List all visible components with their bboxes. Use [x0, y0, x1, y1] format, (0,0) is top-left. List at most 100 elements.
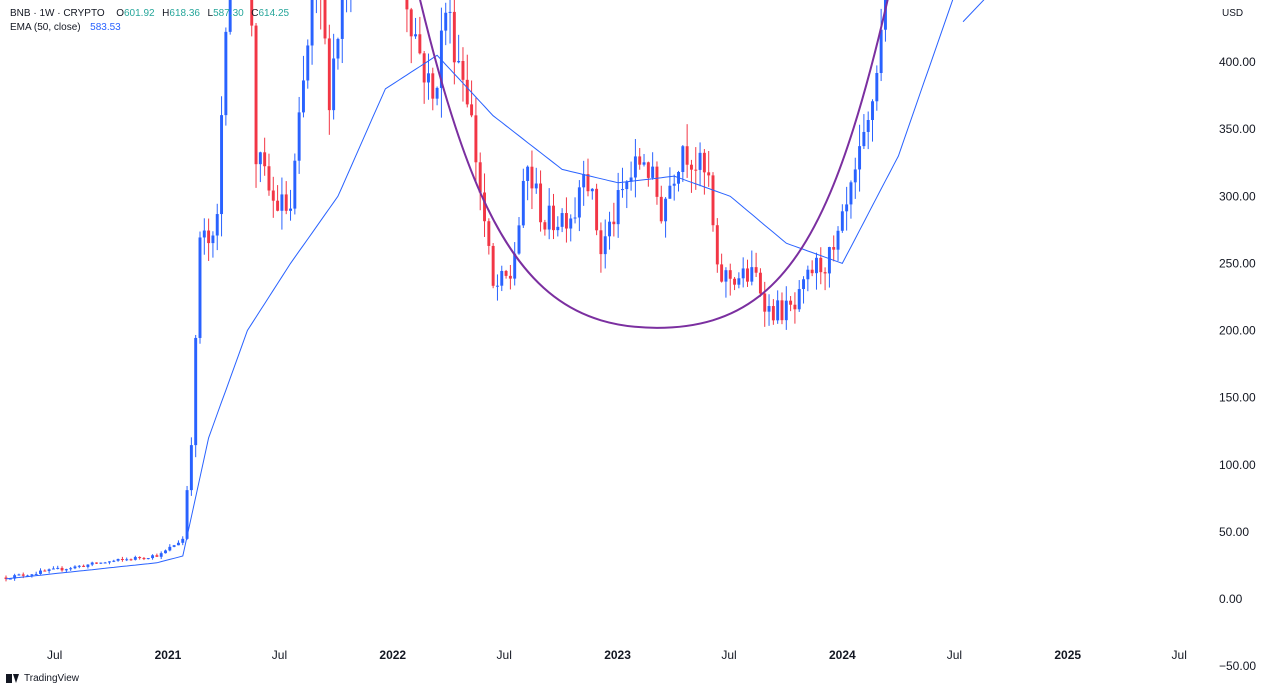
candle — [99, 562, 103, 565]
brand[interactable]: TradingView — [6, 673, 79, 684]
candle-body — [845, 204, 849, 212]
candle — [439, 7, 443, 118]
candle-body — [340, 0, 344, 39]
candle-body — [767, 306, 771, 312]
candle-body — [69, 568, 73, 570]
candle-body — [99, 562, 103, 564]
y-tick-label: 200.00 — [1219, 324, 1256, 338]
candle — [530, 150, 534, 210]
candle-body — [659, 196, 663, 222]
candle-body — [332, 58, 336, 111]
candle — [267, 153, 271, 196]
candle-body — [689, 164, 693, 170]
candle — [586, 158, 590, 197]
candle — [327, 24, 331, 135]
candle — [577, 180, 581, 232]
candle-body — [763, 293, 767, 312]
candle — [51, 566, 55, 570]
ema-label[interactable]: EMA (50, close) — [10, 22, 81, 33]
candle — [793, 292, 797, 324]
candle-body — [336, 38, 340, 59]
candle — [47, 568, 51, 574]
candle — [694, 147, 698, 190]
candle-body — [289, 208, 292, 211]
candle-body — [590, 188, 594, 192]
candle — [802, 276, 806, 304]
candle — [776, 290, 780, 324]
ema-row: EMA (50, close) 583.53 — [10, 21, 289, 35]
candle — [263, 137, 267, 176]
candle — [254, 22, 258, 188]
candle-body — [556, 226, 560, 231]
candle — [737, 272, 741, 289]
candle-body — [4, 577, 8, 580]
candle-body — [21, 574, 25, 576]
x-tick-label: 2024 — [829, 648, 856, 662]
candle-body — [789, 300, 793, 305]
candle-body — [77, 565, 81, 567]
candle-body — [672, 183, 676, 186]
candle-body — [82, 565, 86, 567]
currency-label[interactable]: USD — [1222, 8, 1244, 19]
candle — [728, 263, 732, 296]
candle — [508, 264, 512, 290]
candle — [69, 566, 73, 571]
candle — [789, 296, 793, 312]
candle — [306, 39, 310, 89]
candle-body — [202, 230, 206, 238]
candle — [780, 292, 784, 325]
candle — [547, 188, 551, 240]
candle-body — [301, 80, 305, 113]
x-tick-label: Jul — [272, 648, 287, 662]
candle-body — [694, 169, 698, 171]
candle-body — [60, 567, 64, 571]
y-tick-label: 50.00 — [1219, 525, 1249, 539]
y-tick-label: 350.00 — [1219, 122, 1256, 136]
symbol-label[interactable]: BNB · 1W · CRYPTO — [10, 8, 105, 19]
candle — [685, 124, 689, 178]
candle — [189, 437, 193, 496]
candle-body — [224, 31, 228, 116]
candle-body — [194, 337, 198, 446]
candle — [871, 99, 874, 142]
candle — [715, 218, 719, 273]
high-value: 618.36 — [169, 8, 200, 19]
candle-body — [276, 200, 280, 211]
candle-body — [483, 192, 486, 222]
candle — [276, 185, 280, 212]
candle — [60, 566, 64, 572]
y-tick-label: 250.00 — [1219, 256, 1256, 270]
candle — [771, 299, 775, 325]
candle-body — [103, 562, 107, 564]
candle — [185, 485, 189, 540]
candle — [142, 556, 146, 561]
candle — [116, 558, 120, 562]
candle — [103, 561, 107, 564]
candle — [125, 557, 129, 562]
candle — [664, 197, 668, 238]
x-tick-label: 2021 — [155, 648, 182, 662]
candle — [767, 294, 771, 326]
candle — [346, 0, 348, 13]
candle — [556, 216, 560, 237]
candle-body — [819, 257, 823, 273]
candle-body — [142, 558, 146, 560]
candle-body — [793, 304, 797, 310]
candle-body — [871, 101, 874, 121]
y-tick-label: 400.00 — [1219, 55, 1256, 69]
candle-body — [254, 25, 258, 165]
candle-body — [685, 146, 689, 165]
candle — [526, 165, 530, 201]
candle-body — [461, 60, 465, 80]
candle — [39, 568, 42, 575]
candle — [176, 540, 180, 546]
candle — [297, 96, 301, 174]
candle — [34, 571, 38, 575]
candles — [4, 0, 887, 582]
candle-body — [151, 555, 155, 559]
candle-body — [207, 230, 211, 244]
candle — [86, 564, 90, 569]
candle — [215, 203, 219, 251]
candle-body — [560, 213, 564, 227]
